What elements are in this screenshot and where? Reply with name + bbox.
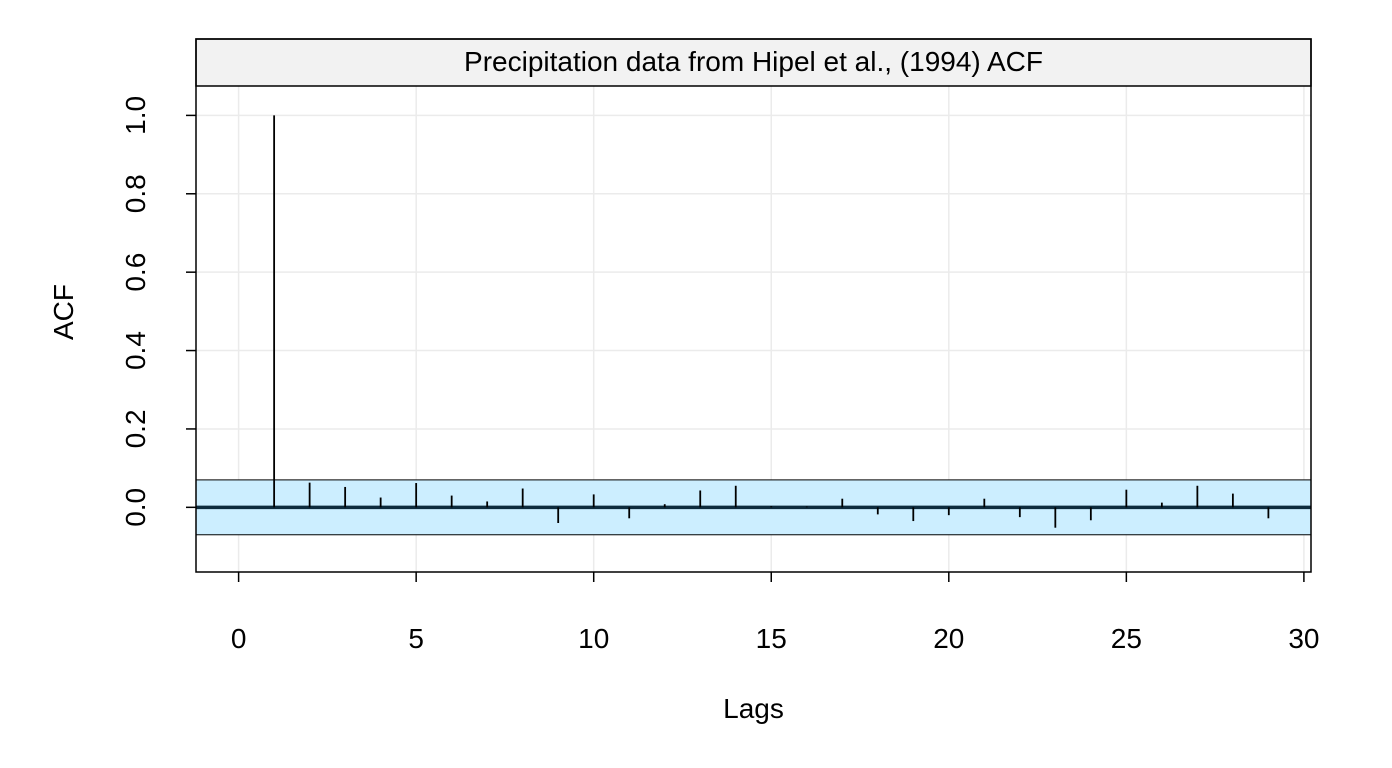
x-axis: 0 5 10 15 20 25 30	[231, 572, 1319, 654]
y-tick-label: 0.0	[120, 488, 151, 527]
y-tick-label: 0.4	[120, 331, 151, 370]
x-tick-label: 5	[408, 623, 424, 654]
grid-lines	[196, 86, 1311, 572]
y-tick-label: 0.2	[120, 409, 151, 448]
chart-title: Precipitation data from Hipel et al., (1…	[464, 46, 1043, 77]
y-tick-label: 1.0	[120, 96, 151, 135]
x-tick-label: 10	[578, 623, 609, 654]
y-axis-label: ACF	[48, 284, 79, 340]
x-tick-label: 30	[1288, 623, 1319, 654]
x-axis-label: Lags	[723, 693, 784, 724]
x-tick-label: 0	[231, 623, 247, 654]
x-tick-label: 25	[1111, 623, 1142, 654]
panel-border	[195, 38, 1312, 573]
y-tick-label: 0.6	[120, 253, 151, 292]
acf-bars	[273, 115, 1270, 528]
y-axis: 0.0 0.2 0.4 0.6 0.8 1.0	[120, 96, 196, 527]
x-tick-label: 20	[933, 623, 964, 654]
y-tick-label: 0.8	[120, 174, 151, 213]
x-tick-label: 15	[756, 623, 787, 654]
